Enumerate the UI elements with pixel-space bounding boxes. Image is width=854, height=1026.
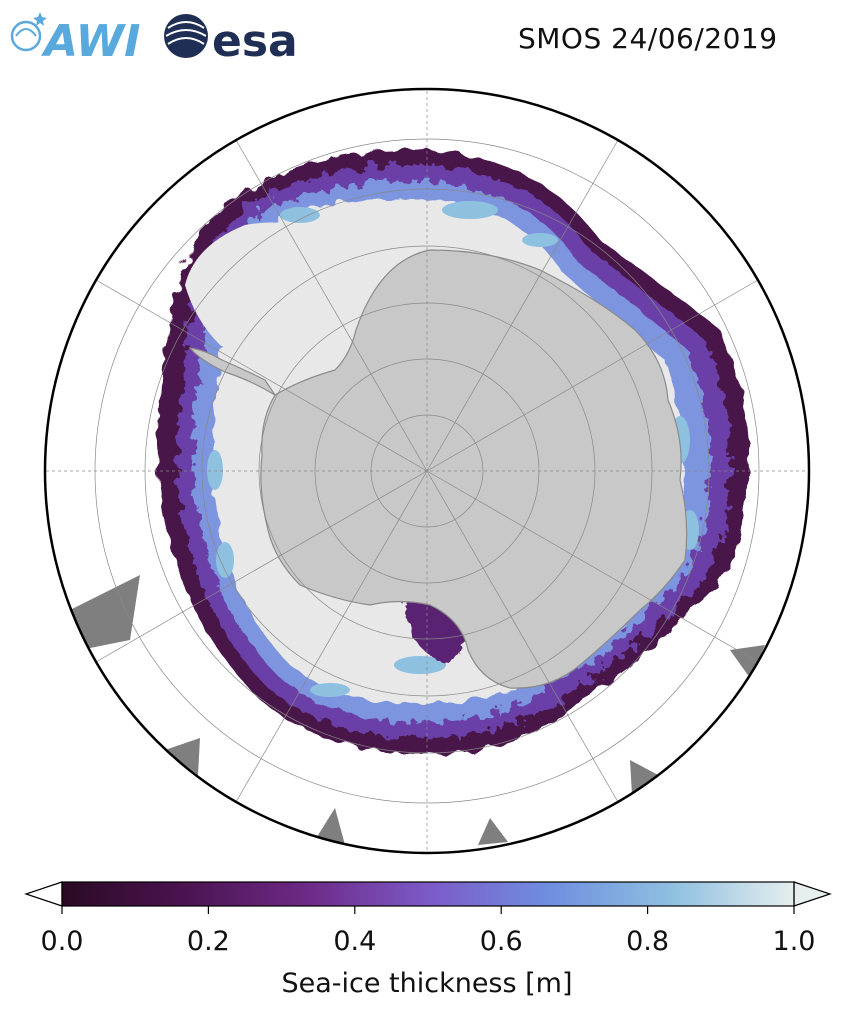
esa-logo: esa: [164, 14, 298, 66]
colorbar-tick-label: 0.0: [41, 926, 84, 957]
graticule: [45, 89, 809, 853]
colorbar-tick-label: 0.6: [480, 926, 523, 957]
colorbar-extend-high: [793, 881, 832, 907]
colorbar-label: Sea-ice thickness [m]: [281, 968, 572, 999]
ice-speckles: [207, 201, 699, 697]
colorbar-body: [62, 882, 794, 906]
awi-logo-text: AWI: [41, 16, 141, 66]
antarctica-land: [260, 249, 688, 689]
colorbar-ticks: 0.0 0.2 0.4 0.6 0.8 1.0: [41, 906, 816, 957]
antarctic-peninsula: [188, 347, 276, 396]
awi-logo: AWI: [10, 12, 141, 66]
esa-logo-text: esa: [212, 16, 298, 66]
land-mask-patches: [70, 575, 765, 845]
colorbar-tick-label: 0.2: [187, 926, 230, 957]
colorbar-tick-label: 1.0: [773, 926, 816, 957]
colorbar: 0.0 0.2 0.4 0.6 0.8 1.0 Sea-ice thickness [m]: [24, 881, 832, 999]
colorbar-tick-label: 0.8: [626, 926, 669, 957]
colorbar-tick-label: 0.4: [333, 926, 376, 957]
ice-shelf-weddell: [185, 222, 355, 372]
colorbar-extend-low: [24, 881, 63, 907]
logo-bar: AWI esa: [10, 12, 298, 66]
map-title: SMOS 24/06/2019: [518, 22, 778, 55]
map-frame: [43, 87, 811, 855]
